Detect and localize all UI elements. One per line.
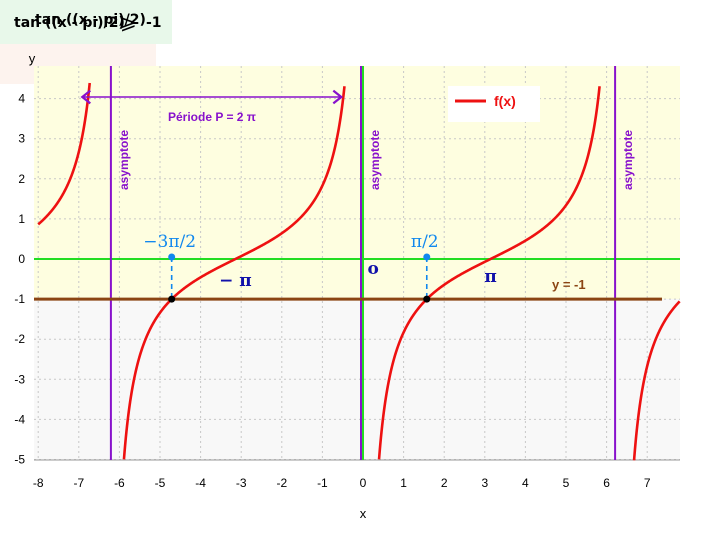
axis-annotation: π <box>484 267 496 287</box>
y-tick-label: 3 <box>18 132 25 146</box>
marked-points: −3π/2 π/2 <box>143 232 439 303</box>
x-tick-label: 2 <box>441 476 448 490</box>
function-curves <box>37 82 681 461</box>
asymptote-label: asymptote <box>368 130 382 190</box>
inequality-expression: tan ((x - pi)/2) <box>14 15 125 31</box>
hline-label: y = -1 <box>552 277 586 292</box>
x-axis-label: x <box>360 506 367 521</box>
horizontal-line-y-minus-1: y = -1 <box>34 277 662 301</box>
period-arrow: Période P = 2 π <box>80 89 344 124</box>
marked-point-label: −3π/2 <box>143 232 196 252</box>
asymptote-label: asymptote <box>117 130 131 190</box>
y-tick-label: 4 <box>18 92 25 106</box>
inequality-symbol: ⩾ <box>120 10 137 34</box>
intersection-dot <box>423 295 431 303</box>
period-label: Période P = 2 π <box>168 110 256 124</box>
inequality-title-box: tan ((x - pi)/2) ⩾ -1 <box>0 0 172 44</box>
curve-branch <box>37 82 92 226</box>
asymptote-label: asymptote <box>621 130 635 190</box>
legend-box <box>448 86 540 122</box>
x-tick-label: -7 <box>73 476 84 490</box>
x-tick-label: -2 <box>276 476 287 490</box>
function-expression: tan ((x - pi)/2) <box>35 12 146 28</box>
axis-lines <box>34 66 680 460</box>
y-tick-labels: 4 3 2 1 0 -1 -2 -3 -4 -5 <box>14 92 25 467</box>
x-tick-label: -4 <box>195 476 206 490</box>
y-tick-label: -5 <box>14 453 25 467</box>
y-tick-label: -3 <box>14 372 25 386</box>
x-tick-label: 7 <box>644 476 651 490</box>
x-tick-label: 3 <box>481 476 488 490</box>
x-tick-label: 4 <box>522 476 529 490</box>
intersection-dot <box>168 295 176 303</box>
plot-background-upper <box>34 66 680 300</box>
asymptote-lines: asymptote asymptote asymptote <box>109 66 635 460</box>
y-tick-label: -1 <box>14 292 25 306</box>
marker-dot-top <box>423 253 431 261</box>
x-tick-label: -6 <box>114 476 125 490</box>
inequality-rhs: -1 <box>146 15 162 31</box>
x-tick-label: 1 <box>400 476 407 490</box>
y-tick-label: 0 <box>18 252 25 266</box>
x-tick-label: -5 <box>155 476 166 490</box>
axis-annotation: o <box>367 259 378 279</box>
y-axis-label: y <box>29 51 36 66</box>
y-tick-label: -4 <box>14 412 25 426</box>
x-tick-labels: -8 -7 -6 -5 -4 -3 -2 -1 0 1 2 3 4 5 6 7 <box>33 476 651 490</box>
curve-branch <box>632 300 681 461</box>
x-tick-label: -1 <box>317 476 328 490</box>
y-tick-label: 1 <box>18 212 25 226</box>
x-tick-label: 5 <box>563 476 570 490</box>
legend: f(x) <box>448 86 540 122</box>
annotations: − πo π <box>219 259 497 291</box>
marker-dot-top <box>168 253 176 261</box>
x-tick-label: 0 <box>360 476 367 490</box>
curve-branch <box>377 86 601 460</box>
x-tick-label: -8 <box>33 476 44 490</box>
x-tick-label: 6 <box>603 476 610 490</box>
marked-point-label: π/2 <box>411 232 439 252</box>
curve-branch <box>122 86 346 460</box>
y-tick-label: -2 <box>14 332 25 346</box>
y-tick-label: 2 <box>18 172 25 186</box>
x-tick-label: -3 <box>236 476 247 490</box>
plot-background-lower <box>34 299 680 460</box>
axis-annotation: − π <box>219 271 252 291</box>
legend-label: f(x) <box>494 93 516 109</box>
